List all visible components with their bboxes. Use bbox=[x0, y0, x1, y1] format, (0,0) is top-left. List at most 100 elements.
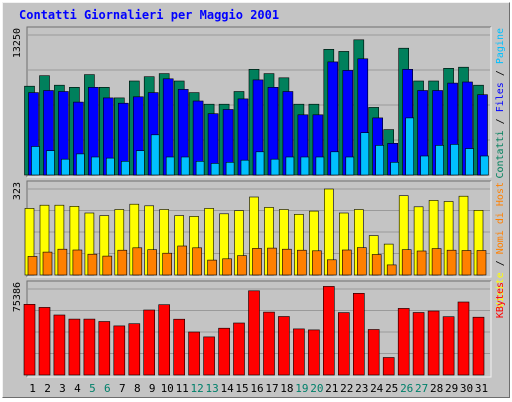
bar-sites bbox=[446, 249, 457, 276]
x-tick-label: 18 bbox=[280, 382, 293, 395]
x-tick-label: 4 bbox=[74, 382, 81, 395]
x-tick-label: 14 bbox=[220, 382, 234, 395]
x-tick-label: 28 bbox=[430, 382, 443, 395]
legend-entry: Visite bbox=[495, 272, 506, 308]
chart-title: Contatti Giornalieri per Maggio 2001 bbox=[19, 8, 279, 22]
bar-pages bbox=[76, 153, 85, 176]
bar-sites bbox=[72, 249, 83, 276]
bar-pages bbox=[255, 151, 265, 176]
bar-kbytes bbox=[278, 316, 290, 376]
bar-pages bbox=[465, 148, 474, 176]
x-tick-label: 26 bbox=[400, 382, 413, 395]
bar-sites bbox=[192, 247, 202, 276]
bar-sites bbox=[416, 250, 427, 276]
legend: Contatti / Files / Pagine bbox=[495, 28, 506, 179]
y-max-label: 13250 bbox=[12, 28, 23, 58]
bar-pages bbox=[240, 159, 250, 176]
bar-sites bbox=[87, 253, 98, 276]
bar-kbytes bbox=[173, 318, 185, 376]
x-tick-label: 17 bbox=[265, 382, 278, 395]
legend-entry: Pagine bbox=[495, 28, 506, 64]
bar-kbytes bbox=[322, 286, 335, 376]
x-tick-label: 15 bbox=[235, 382, 248, 395]
x-tick-label: 23 bbox=[355, 382, 368, 395]
bar-kbytes bbox=[248, 290, 260, 376]
x-tick-label: 1 bbox=[29, 382, 36, 395]
bar-pages bbox=[420, 155, 429, 176]
panel-1: 13250 Contatti / Files / Pagine bbox=[12, 26, 506, 179]
bar-kbytes bbox=[382, 357, 395, 376]
x-tick-label: 10 bbox=[161, 382, 174, 395]
bar-sites bbox=[42, 251, 53, 276]
bar-kbytes bbox=[53, 314, 66, 376]
x-tick-label: 12 bbox=[190, 382, 203, 395]
daily-stats-chart: Contatti Giornalieri per Maggio 2001 132… bbox=[12, 8, 506, 395]
x-tick-label: 2 bbox=[44, 382, 51, 395]
bar-sites bbox=[252, 248, 262, 276]
bar-sites bbox=[341, 249, 352, 276]
bar-kbytes bbox=[38, 307, 51, 376]
bar-kbytes bbox=[397, 308, 410, 376]
x-tick-label: 29 bbox=[445, 382, 458, 395]
bar-kbytes bbox=[472, 316, 485, 376]
bar-kbytes bbox=[113, 325, 126, 376]
bar-kbytes bbox=[128, 323, 141, 376]
bar-pages bbox=[480, 155, 489, 176]
bar-kbytes bbox=[427, 310, 440, 376]
bar-sites bbox=[356, 247, 367, 276]
bar-sites bbox=[386, 264, 397, 276]
bar-pages bbox=[345, 156, 355, 176]
bar-sites bbox=[102, 255, 113, 276]
panel-border-light bbox=[27, 27, 492, 178]
bar-kbytes bbox=[68, 318, 81, 376]
x-tick-label: 21 bbox=[325, 382, 338, 395]
bar-kbytes bbox=[367, 329, 380, 376]
bar-pages bbox=[285, 156, 295, 176]
bar-pages bbox=[91, 156, 100, 176]
bar-pages bbox=[61, 158, 70, 176]
x-tick-label: 11 bbox=[176, 382, 189, 395]
bar-kbytes bbox=[158, 304, 170, 376]
legend-entry: / bbox=[495, 64, 506, 82]
bar-kbytes bbox=[457, 301, 470, 376]
bar-pages bbox=[31, 146, 40, 176]
bar-sites bbox=[177, 245, 187, 276]
bar-kbytes bbox=[23, 303, 36, 376]
bar-sites bbox=[476, 250, 487, 276]
bar-sites bbox=[117, 249, 128, 276]
bar-sites bbox=[132, 247, 143, 276]
bar-pages bbox=[46, 150, 55, 176]
x-tick-label: 7 bbox=[119, 382, 126, 395]
bar-kbytes bbox=[263, 311, 275, 376]
bar-sites bbox=[222, 258, 232, 276]
legend: Visite / Nomi di Host bbox=[495, 182, 506, 308]
bar-pages bbox=[360, 132, 370, 176]
y-max-label: 323 bbox=[12, 182, 23, 200]
x-tick-label: 24 bbox=[370, 382, 384, 395]
bar-sites bbox=[401, 249, 412, 276]
bar-sites bbox=[371, 254, 382, 276]
legend-entry: Files bbox=[495, 82, 506, 112]
x-tick-label: 20 bbox=[310, 382, 323, 395]
bar-sites bbox=[297, 249, 307, 276]
bar-sites bbox=[267, 247, 277, 276]
bar-sites bbox=[207, 259, 217, 276]
bar-pages bbox=[106, 157, 115, 176]
bar-pages bbox=[330, 151, 340, 176]
stats-panel: Contatti Giornalieri per Maggio 2001 132… bbox=[2, 2, 510, 398]
x-tick-label: 13 bbox=[205, 382, 218, 395]
bar-pages bbox=[375, 145, 385, 176]
legend-entry: Contatti bbox=[495, 130, 506, 178]
bar-kbytes bbox=[218, 327, 230, 376]
bar-kbytes bbox=[352, 292, 365, 376]
legend-entry: KBytes bbox=[495, 282, 506, 318]
x-tick-label: 25 bbox=[385, 382, 398, 395]
bar-sites bbox=[461, 250, 472, 276]
bar-kbytes bbox=[83, 318, 96, 376]
bar-pages bbox=[225, 162, 235, 176]
bar-sites bbox=[431, 248, 442, 276]
bar-pages bbox=[270, 158, 280, 176]
bar-pages bbox=[300, 156, 310, 176]
bar-sites bbox=[162, 252, 172, 276]
x-tick-label: 6 bbox=[104, 382, 111, 395]
